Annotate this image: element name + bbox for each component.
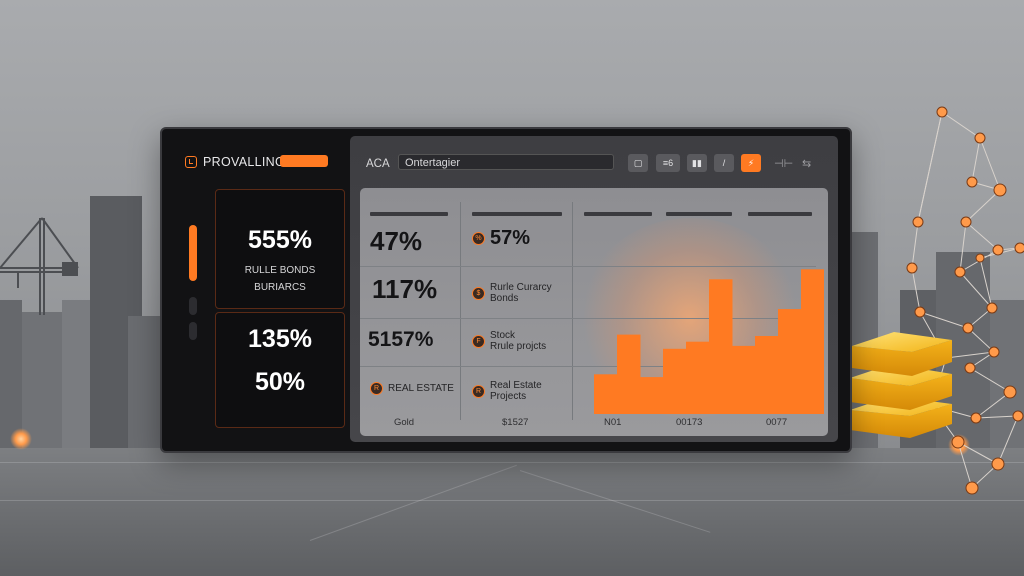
column-divider bbox=[572, 202, 573, 420]
stat-label: RULLE BONDS bbox=[244, 265, 316, 276]
stat-card-secondary[interactable]: 135% 50% bbox=[215, 312, 345, 428]
building bbox=[22, 312, 62, 450]
network-graph-icon bbox=[906, 106, 1024, 495]
header-accent-pill bbox=[280, 155, 328, 167]
chart-bar bbox=[617, 334, 641, 414]
toolbar-label: ACA bbox=[366, 158, 390, 170]
column-header bbox=[472, 212, 562, 216]
column-header bbox=[666, 212, 732, 216]
sidebar-indicator-active[interactable] bbox=[189, 225, 197, 281]
stat-card-bonds[interactable]: 555% RULLE BONDS BURIARCS bbox=[215, 189, 345, 309]
main-panel: ACA Ontertagier ▢ ≡6 ▮▮ / ⚡ ⊣⊢ ⇆ 47% 117… bbox=[350, 136, 838, 442]
tablet-icon[interactable]: ▢ bbox=[628, 154, 648, 172]
app-title: PROVALLING bbox=[203, 155, 285, 169]
table-value: 5157% bbox=[368, 328, 434, 351]
stock-icon: F bbox=[472, 334, 485, 348]
x-axis-label: $1527 bbox=[502, 417, 529, 428]
search-input[interactable]: Ontertagier bbox=[398, 154, 614, 170]
list-item-label: Rurle Curarcy Bonds bbox=[490, 282, 552, 304]
clock-icon bbox=[185, 156, 197, 168]
floor-line bbox=[0, 500, 1024, 501]
bar-chart bbox=[594, 269, 824, 414]
realestate-icon: R bbox=[472, 384, 485, 398]
chart-bar bbox=[686, 341, 710, 414]
chart-bar bbox=[709, 279, 733, 414]
column-header bbox=[584, 212, 652, 216]
table-value: 47% bbox=[370, 226, 423, 256]
list-item[interactable]: % 57% bbox=[472, 227, 531, 249]
list-item-label: 57% bbox=[490, 227, 531, 249]
sidebar-indicator[interactable] bbox=[189, 322, 197, 340]
chart-bar bbox=[732, 345, 756, 414]
x-axis-label: 00173 bbox=[676, 417, 703, 428]
chart-bar bbox=[663, 348, 687, 414]
bar-chart-icon[interactable]: ▮▮ bbox=[687, 154, 707, 172]
row-divider bbox=[360, 318, 816, 319]
gold-bars-icon bbox=[850, 332, 952, 438]
sidebar-indicator[interactable] bbox=[189, 297, 197, 315]
row-divider bbox=[360, 366, 816, 367]
list-item-label: REAL ESTATE bbox=[388, 383, 454, 394]
list-icon[interactable]: ≡6 bbox=[656, 154, 680, 172]
split-icon[interactable]: ⊣⊢ bbox=[774, 157, 794, 170]
floor-line bbox=[0, 462, 1024, 463]
crane-icon bbox=[0, 217, 79, 315]
swap-icon[interactable]: ⇆ bbox=[802, 157, 812, 170]
stat-label: BURIARCS bbox=[254, 282, 306, 293]
chart-bar bbox=[755, 336, 779, 414]
row-divider bbox=[360, 266, 816, 267]
stat-value: 555% bbox=[248, 226, 312, 254]
list-item[interactable]: R Real Estate Projects bbox=[472, 380, 542, 402]
stat-value: 135% bbox=[248, 325, 312, 353]
building-icon: R bbox=[370, 382, 383, 395]
building bbox=[0, 300, 22, 450]
currency-icon: $ bbox=[472, 286, 485, 300]
x-axis-label: Gold bbox=[394, 417, 415, 428]
chart-bar bbox=[778, 309, 802, 414]
dashboard-window: PROVALLING 555% RULLE BONDS BURIARCS 135… bbox=[160, 127, 852, 453]
glow-light bbox=[10, 428, 32, 450]
data-table-chart: 47% 117% 5157% R REAL ESTATE % 57% $ Rur… bbox=[360, 188, 828, 436]
table-value: 117% bbox=[372, 274, 438, 304]
column-divider bbox=[460, 202, 461, 420]
column-header bbox=[748, 212, 812, 216]
building bbox=[128, 316, 160, 450]
column-header bbox=[370, 212, 448, 216]
list-item-label: Stock Rrule projcts bbox=[490, 330, 547, 352]
building bbox=[990, 300, 1024, 450]
x-axis-label: N01 bbox=[604, 417, 622, 428]
percent-icon: % bbox=[472, 232, 485, 245]
line-icon[interactable]: / bbox=[714, 154, 734, 172]
x-axis-label: 0077 bbox=[766, 417, 788, 428]
list-item[interactable]: R REAL ESTATE bbox=[370, 382, 454, 395]
list-item[interactable]: $ Rurle Curarcy Bonds bbox=[472, 282, 552, 304]
app-header: PROVALLING bbox=[185, 155, 285, 169]
building bbox=[62, 300, 92, 450]
chart-bar bbox=[640, 377, 664, 414]
floor bbox=[0, 448, 1024, 576]
stat-value-secondary: 50% bbox=[254, 368, 306, 396]
list-item[interactable]: F Stock Rrule projcts bbox=[472, 330, 546, 352]
chart-bar bbox=[801, 269, 824, 414]
bolt-icon[interactable]: ⚡ bbox=[741, 154, 761, 172]
list-item-label: Real Estate Projects bbox=[490, 380, 542, 402]
chart-bar bbox=[594, 374, 618, 414]
